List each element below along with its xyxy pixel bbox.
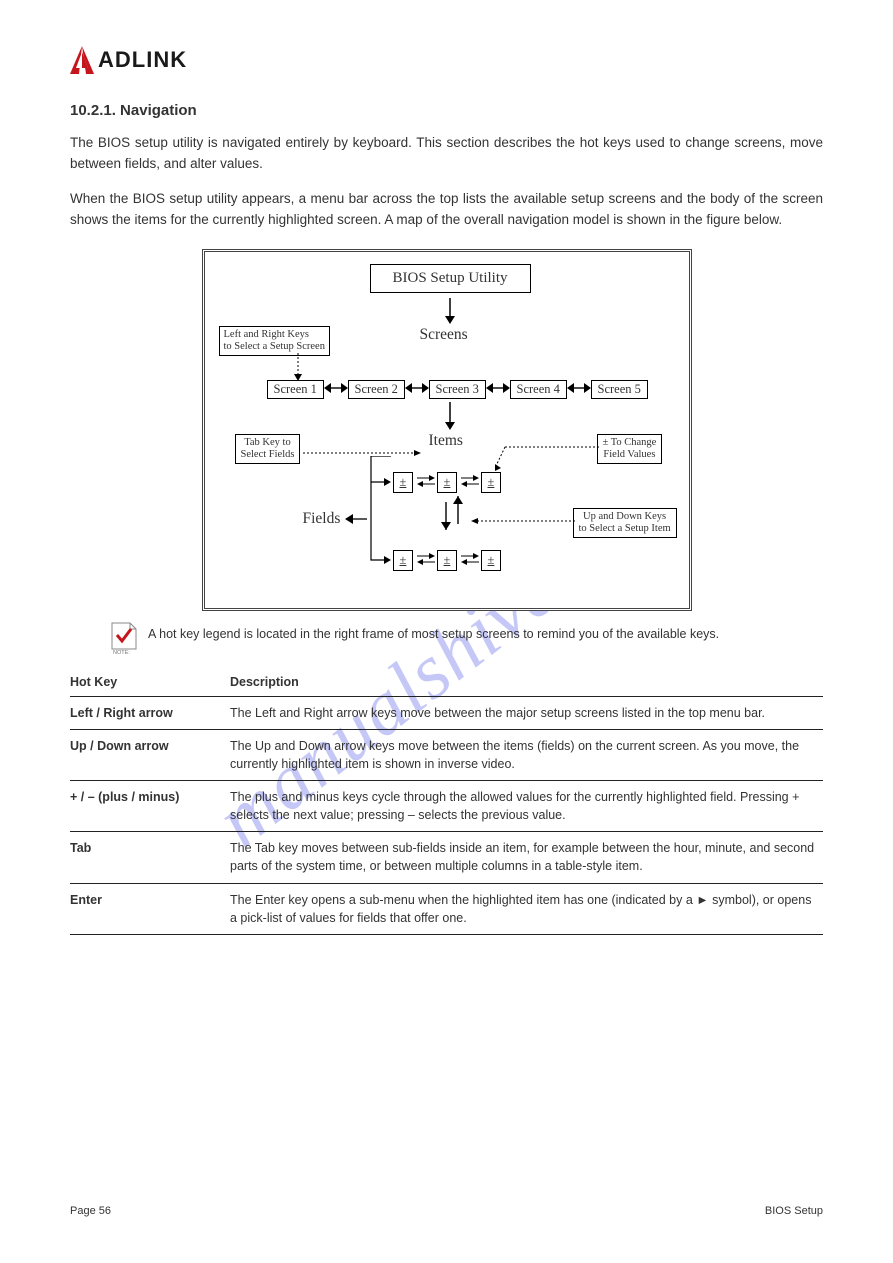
hint-left-right: Left and Right Keys to Select a Setup Sc… — [219, 326, 330, 356]
items-label: Items — [429, 432, 463, 450]
logo-text: ADLINK — [98, 47, 187, 73]
screen-5: Screen 5 — [591, 380, 648, 399]
paragraph-2: When the BIOS setup utility appears, a m… — [70, 189, 823, 231]
table-header-row: Hot Key Description — [70, 668, 823, 697]
screen-4: Screen 4 — [510, 380, 567, 399]
diagram-title-box: BIOS Setup Utility — [370, 264, 531, 293]
hotkey-cell: Up / Down arrow — [70, 729, 230, 780]
note-text: A hot key legend is located in the right… — [148, 621, 719, 641]
table-row: + / – (plus / minus) The plus and minus … — [70, 781, 823, 832]
navigation-diagram: BIOS Setup Utility Screens Left and Righ… — [202, 249, 692, 611]
dashed-line-icon — [303, 445, 421, 461]
item-row-connector-icon — [365, 456, 395, 581]
hotkey-cell: Left / Right arrow — [70, 696, 230, 729]
screens-label: Screens — [420, 326, 468, 344]
screen-1: Screen 1 — [267, 380, 324, 399]
col-hotkey: Hot Key — [70, 668, 230, 697]
arrow-down-icon — [443, 402, 457, 435]
tab-arrow-icon — [459, 473, 481, 494]
desc-cell: The Left and Right arrow keys move betwe… — [230, 696, 823, 729]
desc-cell: The Up and Down arrow keys move between … — [230, 729, 823, 780]
fields-label: Fields — [303, 510, 341, 528]
field-box: ± — [393, 472, 414, 493]
paragraph-1: The BIOS setup utility is navigated enti… — [70, 133, 823, 175]
screen-3: Screen 3 — [429, 380, 486, 399]
hotkey-cell: Tab — [70, 832, 230, 883]
dashed-line-icon — [495, 444, 599, 477]
bidir-arrow-icon — [405, 381, 429, 400]
updown-arrow-icon — [437, 496, 467, 535]
hint-updown: Up and Down Keys to Select a Setup Item — [573, 508, 677, 538]
bidir-arrow-icon — [567, 381, 591, 400]
dashed-line-icon — [471, 514, 575, 530]
tab-arrow-icon — [415, 473, 437, 494]
section-title: Navigation — [120, 102, 197, 119]
section-heading: 10.2.1. Navigation — [70, 102, 823, 119]
arrow-down-icon — [443, 298, 457, 329]
table-row: Tab The Tab key moves between sub-fields… — [70, 832, 823, 883]
table-row: Up / Down arrow The Up and Down arrow ke… — [70, 729, 823, 780]
desc-cell: The Tab key moves between sub-fields ins… — [230, 832, 823, 883]
bidir-arrow-icon — [486, 381, 510, 400]
footer-right: BIOS Setup — [765, 1205, 823, 1217]
bidir-arrow-icon — [324, 381, 348, 400]
hint-tab: Tab Key to Select Fields — [235, 434, 301, 464]
note-icon: NOTE: — [110, 621, 138, 658]
col-description: Description — [230, 668, 823, 697]
brand-logo: ADLINK — [70, 46, 823, 74]
desc-cell: The Enter key opens a sub-menu when the … — [230, 883, 823, 934]
tab-arrow-icon — [459, 551, 481, 572]
desc-cell: The plus and minus keys cycle through th… — [230, 781, 823, 832]
tab-arrow-icon — [415, 551, 437, 572]
hotkey-cell: Enter — [70, 883, 230, 934]
field-box: ± — [437, 550, 458, 571]
field-box: ± — [437, 472, 458, 493]
section-number: 10.2.1. — [70, 102, 116, 119]
hotkey-cell: + / – (plus / minus) — [70, 781, 230, 832]
field-box: ± — [481, 472, 502, 493]
field-box: ± — [393, 550, 414, 571]
svg-text:NOTE:: NOTE: — [113, 650, 130, 655]
table-row: Enter The Enter key opens a sub-menu whe… — [70, 883, 823, 934]
screen-2: Screen 2 — [348, 380, 405, 399]
page-footer: Page 56 BIOS Setup — [70, 1205, 823, 1217]
arrow-left-icon — [345, 513, 367, 530]
field-box: ± — [481, 550, 502, 571]
figure: BIOS Setup Utility Screens Left and Righ… — [70, 249, 823, 611]
hotkey-table: Hot Key Description Left / Right arrow T… — [70, 668, 823, 935]
logo-mark-icon — [70, 46, 94, 74]
hint-plusminus: ± To Change Field Values — [597, 434, 663, 464]
note: NOTE: A hot key legend is located in the… — [110, 621, 823, 658]
footer-left: Page 56 — [70, 1205, 111, 1217]
table-row: Left / Right arrow The Left and Right ar… — [70, 696, 823, 729]
page: ADLINK 10.2.1. Navigation The BIOS setup… — [0, 0, 893, 985]
